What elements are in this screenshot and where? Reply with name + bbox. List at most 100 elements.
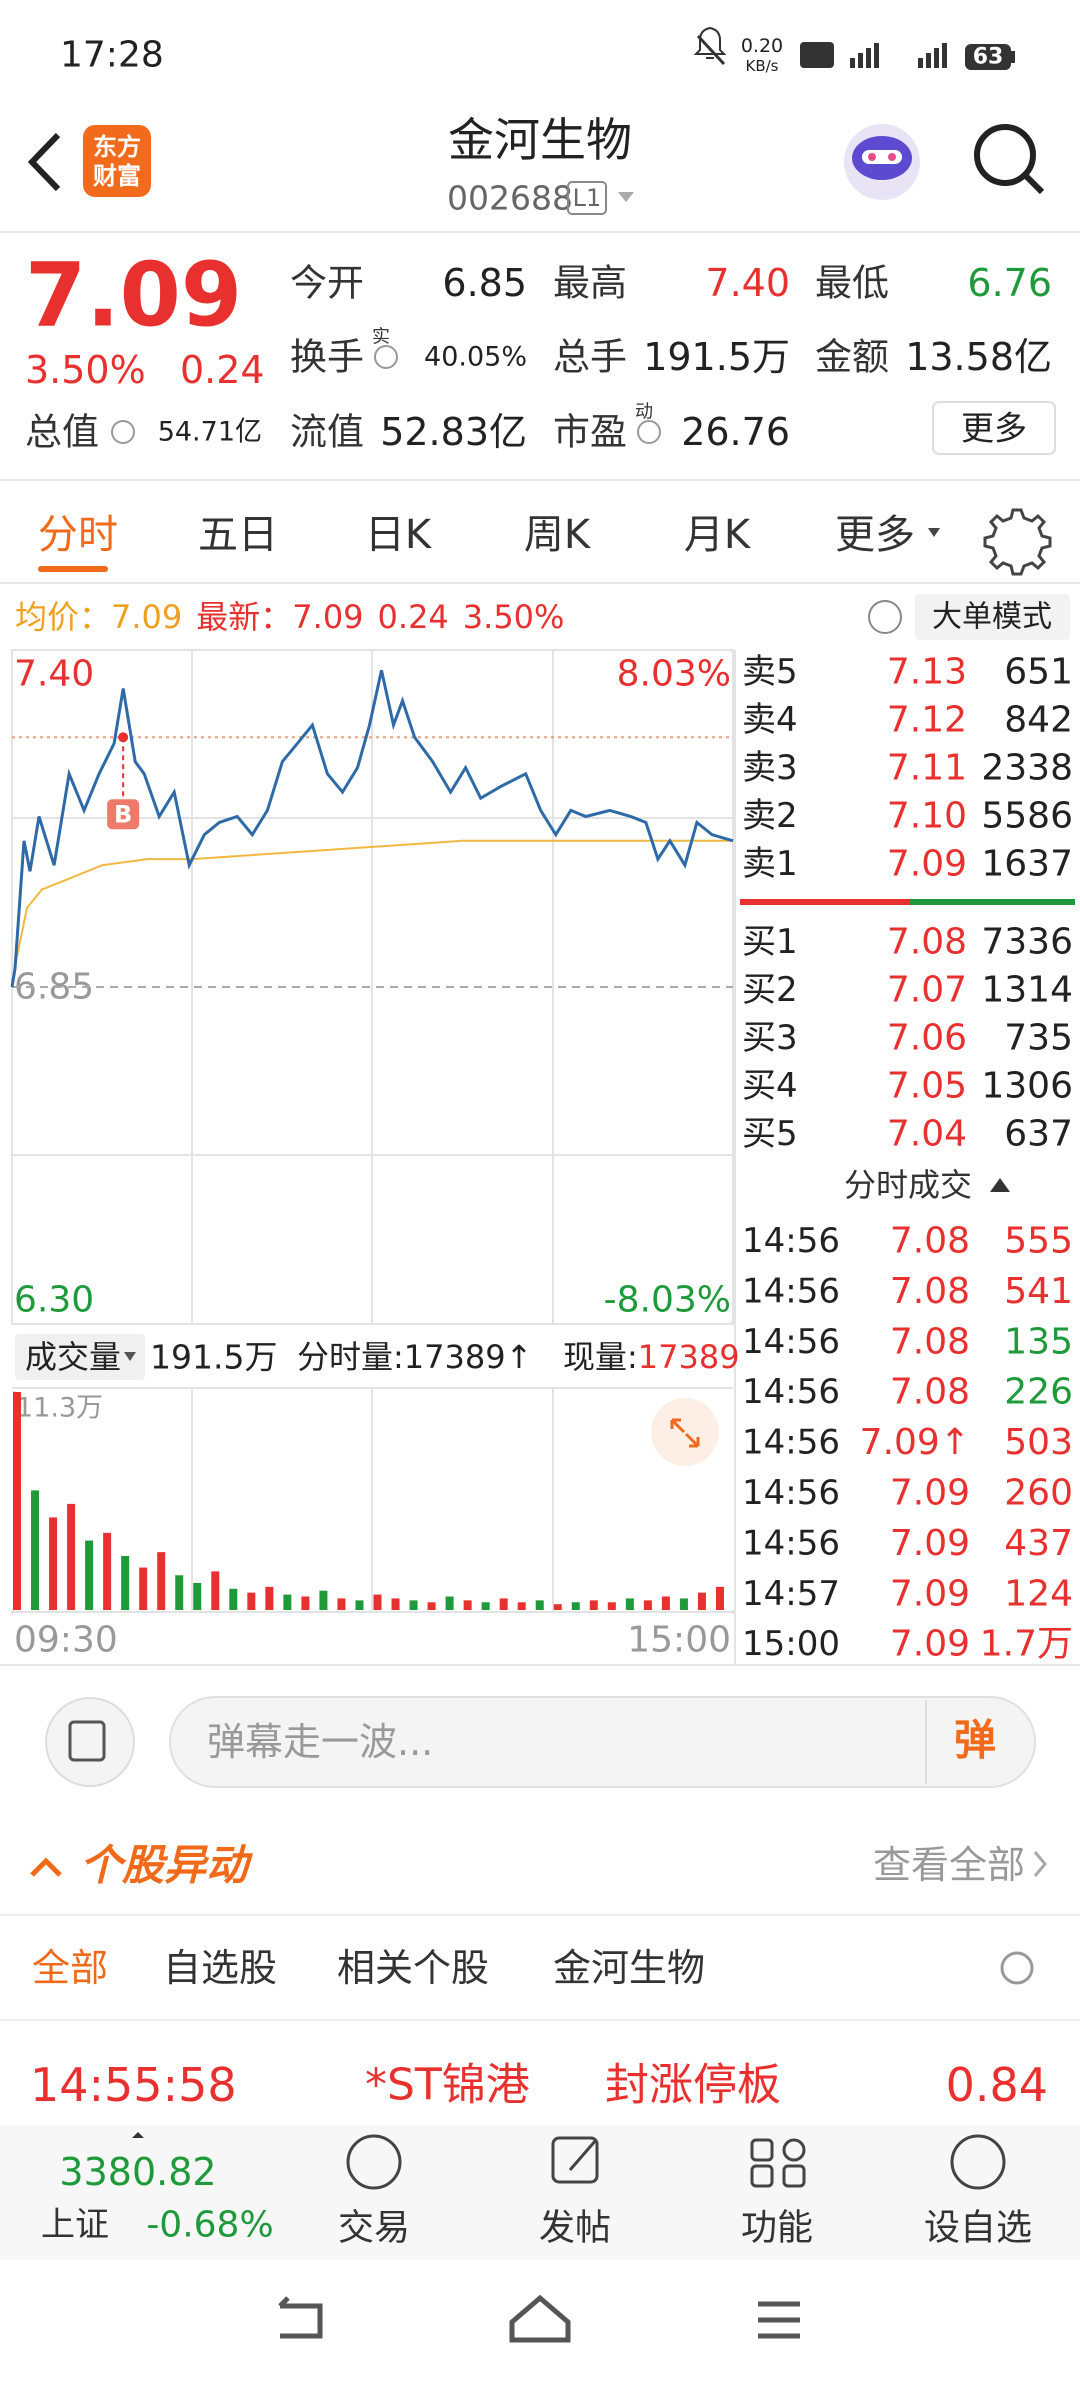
help-icon[interactable] <box>868 600 902 634</box>
stock-name: 金河生物 <box>448 113 632 167</box>
system-nav[interactable] <box>278 2294 800 2343</box>
buy-marker <box>107 799 140 830</box>
back-button[interactable] <box>27 132 61 192</box>
filter-tab[interactable]: 全部 <box>32 1946 108 1990</box>
comment-input[interactable] <box>169 1696 1036 1788</box>
tab[interactable]: 分时 <box>38 512 118 558</box>
nav-item[interactable]: 设自选 <box>924 2208 1032 2249</box>
legend-label: 最新： <box>196 598 292 636</box>
book-volume: 842 <box>1004 700 1073 741</box>
tick-time: 14:57 <box>742 1574 840 1614</box>
stat-sup: 实 <box>372 327 390 348</box>
book-volume: 5586 <box>981 796 1073 837</box>
comment-placeholder: 弹幕走一波... <box>207 1720 433 1764</box>
tab[interactable]: 更多 <box>835 512 915 558</box>
volume-bar <box>13 1392 21 1610</box>
book-volume: 735 <box>1004 1018 1073 1059</box>
settings-button[interactable] <box>983 508 1052 576</box>
stock-code: 002688 <box>447 179 573 218</box>
nav-item[interactable]: 功能 <box>741 2208 813 2249</box>
tab[interactable]: 周K <box>524 512 592 558</box>
volume-bar <box>337 1598 346 1610</box>
logo <box>83 125 151 197</box>
book-label: 买3 <box>742 1018 798 1058</box>
tick-time: 14:56 <box>742 1423 840 1463</box>
expand-button[interactable] <box>651 1398 719 1466</box>
volume-bar <box>157 1552 166 1610</box>
level: L1 <box>573 184 602 212</box>
book-volume: 651 <box>1004 652 1073 693</box>
book-volume: 2338 <box>981 748 1073 789</box>
stat-label: 最低 <box>815 262 889 305</box>
filter-tab[interactable]: 相关个股 <box>337 1946 489 1990</box>
volume-bar <box>445 1596 454 1610</box>
volume-bar <box>193 1582 202 1610</box>
volume-bar <box>355 1600 364 1610</box>
volume-selector[interactable] <box>15 1334 145 1380</box>
tab[interactable]: 日K <box>365 512 433 558</box>
volume-bar <box>265 1586 274 1610</box>
net-speed: 0.20 <box>741 35 783 57</box>
avatar[interactable] <box>844 124 920 200</box>
book-label: 买1 <box>742 922 798 962</box>
stat-sup: 动 <box>635 402 653 423</box>
tab-dropdown <box>928 528 940 537</box>
last-price: 7.09 <box>25 244 242 347</box>
search-button[interactable] <box>974 124 1045 195</box>
filter-tab[interactable]: 金河生物 <box>553 1946 705 1990</box>
minute-volume-label: 分时量: <box>297 1338 404 1376</box>
stat-label: 换手 <box>290 336 364 379</box>
section-title: 个股异动 <box>80 1841 253 1890</box>
volume-bar <box>553 1604 562 1610</box>
view-all[interactable]: 查看全部 <box>873 1843 1025 1887</box>
info-icon <box>111 420 135 444</box>
tab[interactable]: 五日 <box>198 512 278 558</box>
book-label: 卖4 <box>742 700 798 740</box>
volume-bar <box>697 1592 706 1610</box>
book-volume: 637 <box>1004 1114 1073 1155</box>
book-label: 卖5 <box>742 652 798 692</box>
filter-tab[interactable]: 自选股 <box>163 1946 277 1990</box>
volume-label: 成交量 <box>25 1338 121 1376</box>
danmaku-settings[interactable] <box>45 1697 135 1787</box>
volume-bar <box>319 1590 328 1610</box>
book-label: 卖2 <box>742 796 798 836</box>
volume-bar <box>715 1586 724 1610</box>
collapse-icon[interactable] <box>30 1857 62 1877</box>
tick-time: 14:56 <box>742 1221 840 1261</box>
volume-bar <box>409 1600 418 1610</box>
nav-item[interactable]: 交易 <box>338 2208 410 2249</box>
info-icon <box>637 420 661 444</box>
buy-point <box>118 732 129 743</box>
filter-settings[interactable] <box>1000 1951 1034 1985</box>
tick-volume: 135 <box>1004 1321 1073 1362</box>
minute-volume-value: 17389 <box>404 1338 506 1376</box>
legend-value: 3.50% <box>463 598 565 636</box>
ask-bar <box>740 899 910 905</box>
tick-time: 14:56 <box>742 1322 840 1362</box>
mode-button[interactable] <box>915 594 1070 640</box>
volume-bar <box>31 1490 40 1610</box>
stat-value: 54.71亿 <box>158 417 262 448</box>
current-volume: 现量:17389 <box>563 1338 740 1376</box>
danmaku-icon <box>68 1720 106 1762</box>
chevron <box>1033 1851 1047 1877</box>
mode-label: 大单模式 <box>932 600 1052 635</box>
level-badge <box>567 181 607 215</box>
volume-bar <box>643 1600 652 1610</box>
book-price: 7.08 <box>887 922 967 963</box>
nav-item[interactable]: 发帖 <box>539 2208 611 2249</box>
stat-value: 52.83亿 <box>380 410 527 454</box>
tab[interactable]: 月K <box>684 512 752 558</box>
volume-bar <box>175 1575 184 1610</box>
more-button[interactable] <box>932 401 1056 455</box>
volume-bar <box>589 1600 598 1610</box>
book-price: 7.12 <box>887 700 967 741</box>
tick-time: 14:56 <box>742 1523 840 1563</box>
danmaku-button[interactable]: 弹 <box>954 1716 996 1765</box>
tick-price: 7.08 <box>890 1372 970 1413</box>
current-volume-value: 17389 <box>638 1338 740 1376</box>
book-volume: 1637 <box>981 844 1073 885</box>
